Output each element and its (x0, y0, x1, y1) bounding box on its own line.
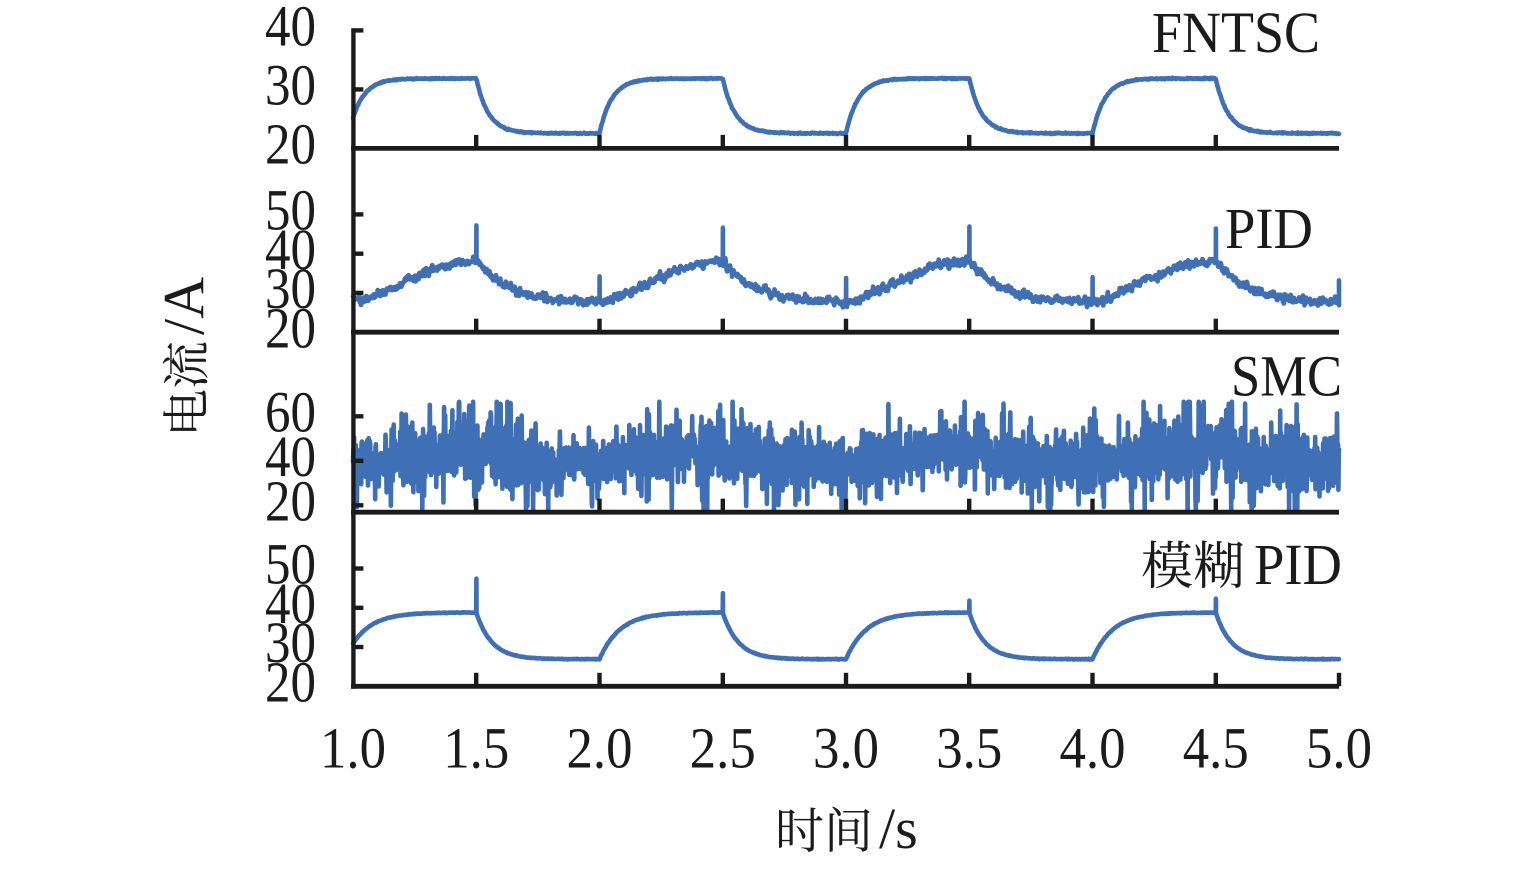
svg-text:40: 40 (265, 571, 316, 636)
svg-text:1.5: 1.5 (443, 716, 509, 781)
svg-text:40: 40 (265, 217, 316, 282)
svg-text:60: 60 (265, 379, 316, 444)
svg-text:PID: PID (1254, 532, 1342, 597)
svg-text:30: 30 (265, 256, 316, 321)
svg-text:FNTSC: FNTSC (1152, 0, 1320, 65)
svg-text:30: 30 (265, 610, 316, 675)
svg-text:30: 30 (265, 53, 316, 118)
svg-text:5.0: 5.0 (1306, 716, 1372, 781)
svg-text:3.0: 3.0 (813, 716, 879, 781)
svg-text:50: 50 (265, 532, 316, 597)
svg-text:2.0: 2.0 (567, 716, 633, 781)
svg-text:40: 40 (265, 0, 316, 59)
svg-text:40: 40 (265, 424, 316, 489)
svg-text:20: 20 (265, 112, 316, 177)
svg-text:20: 20 (265, 295, 316, 360)
svg-text:4.5: 4.5 (1183, 716, 1249, 781)
svg-text:SMC: SMC (1231, 344, 1342, 409)
svg-text:/A: /A (152, 277, 217, 335)
svg-text:3.5: 3.5 (936, 716, 1002, 781)
svg-text:1.0: 1.0 (320, 716, 386, 781)
svg-text:50: 50 (265, 178, 316, 243)
svg-text:/s: /s (879, 796, 918, 861)
svg-text:4.0: 4.0 (1060, 716, 1126, 781)
svg-text:20: 20 (265, 649, 316, 714)
svg-text:2.5: 2.5 (690, 716, 756, 781)
svg-text:PID: PID (1225, 196, 1313, 261)
svg-text:20: 20 (265, 468, 316, 533)
